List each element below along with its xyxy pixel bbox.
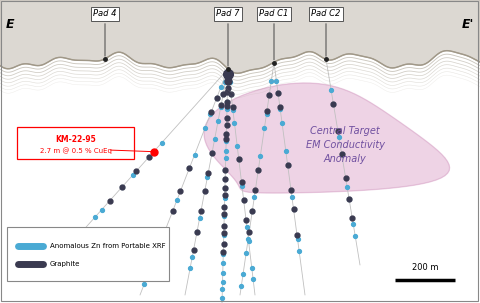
Text: Pad C1: Pad C1: [259, 9, 288, 60]
Text: Graphite: Graphite: [50, 261, 80, 267]
FancyBboxPatch shape: [17, 127, 134, 159]
Text: 2.7 m @ 0.5 % CuEq: 2.7 m @ 0.5 % CuEq: [40, 148, 112, 154]
FancyBboxPatch shape: [7, 227, 169, 281]
Text: Pad 4: Pad 4: [93, 9, 117, 56]
Polygon shape: [204, 83, 450, 193]
Text: E': E': [462, 18, 474, 31]
Text: Pad 7: Pad 7: [216, 9, 240, 66]
Text: Central Target
EM Conductivity
Anomaly: Central Target EM Conductivity Anomaly: [305, 126, 384, 164]
Text: KM-22-95: KM-22-95: [56, 135, 96, 145]
Text: E: E: [6, 18, 14, 31]
Text: Pad C2: Pad C2: [312, 9, 341, 56]
Text: Anomalous Zn from Portable XRF: Anomalous Zn from Portable XRF: [50, 243, 166, 249]
Text: 200 m: 200 m: [412, 263, 438, 272]
